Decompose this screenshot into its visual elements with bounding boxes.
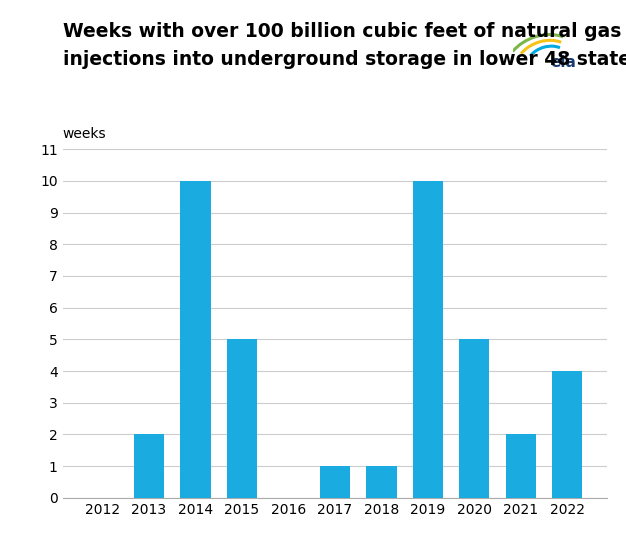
Bar [227, 340, 257, 498]
Bar [552, 371, 582, 498]
Bar [134, 434, 164, 498]
Text: eia: eia [551, 55, 577, 70]
Bar [320, 466, 350, 498]
Text: Weeks with over 100 billion cubic feet of natural gas: Weeks with over 100 billion cubic feet o… [63, 23, 621, 41]
Text: weeks: weeks [63, 127, 106, 141]
Bar [413, 181, 443, 498]
Bar [506, 434, 536, 498]
Bar [459, 340, 490, 498]
Bar [180, 181, 210, 498]
Text: injections into underground storage in lower 48 states: injections into underground storage in l… [63, 50, 626, 69]
Bar [366, 466, 396, 498]
